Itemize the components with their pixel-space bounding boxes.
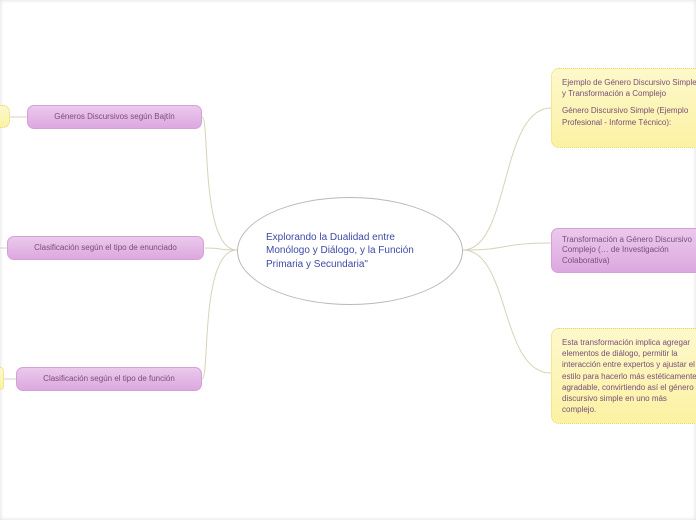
connector (463, 250, 551, 373)
right-branch-note[interactable]: Ejemplo de Género Discursivo Simple y Tr… (551, 68, 696, 148)
node-label: Géneros Discursivos según Bajtín (54, 112, 175, 121)
center-topic-label: Explorando la Dualidad entre Monólogo y … (266, 231, 434, 272)
note-paragraph: Género Discursivo Simple (Ejemplo Profes… (562, 105, 696, 127)
note-paragraph: Esta transformación implica agregar elem… (562, 337, 696, 415)
left-branch-node[interactable]: Clasificación según el tipo de función (16, 367, 202, 391)
mindmap-canvas: Explorando la Dualidad entre Monólogo y … (0, 0, 696, 520)
node-label: Clasificación según el tipo de función (43, 374, 175, 383)
left-branch-node[interactable]: Géneros Discursivos según Bajtín (27, 105, 202, 129)
connector (463, 243, 551, 250)
partial-node-stub (0, 367, 4, 390)
node-label: Clasificación según el tipo de enunciado (34, 243, 177, 252)
connector (202, 250, 237, 379)
partial-node-stub (0, 105, 10, 128)
note-paragraph: Ejemplo de Género Discursivo Simple y Tr… (562, 77, 696, 99)
connector (205, 248, 237, 250)
connector (202, 117, 237, 250)
right-branch-node[interactable]: Transformación a Género Discursivo Compl… (551, 228, 696, 273)
center-topic[interactable]: Explorando la Dualidad entre Monólogo y … (237, 197, 463, 305)
connector (463, 108, 551, 250)
node-label: Transformación a Género Discursivo Compl… (562, 235, 692, 265)
right-branch-note[interactable]: Esta transformación implica agregar elem… (551, 328, 696, 424)
left-branch-node[interactable]: Clasificación según el tipo de enunciado (7, 236, 204, 260)
